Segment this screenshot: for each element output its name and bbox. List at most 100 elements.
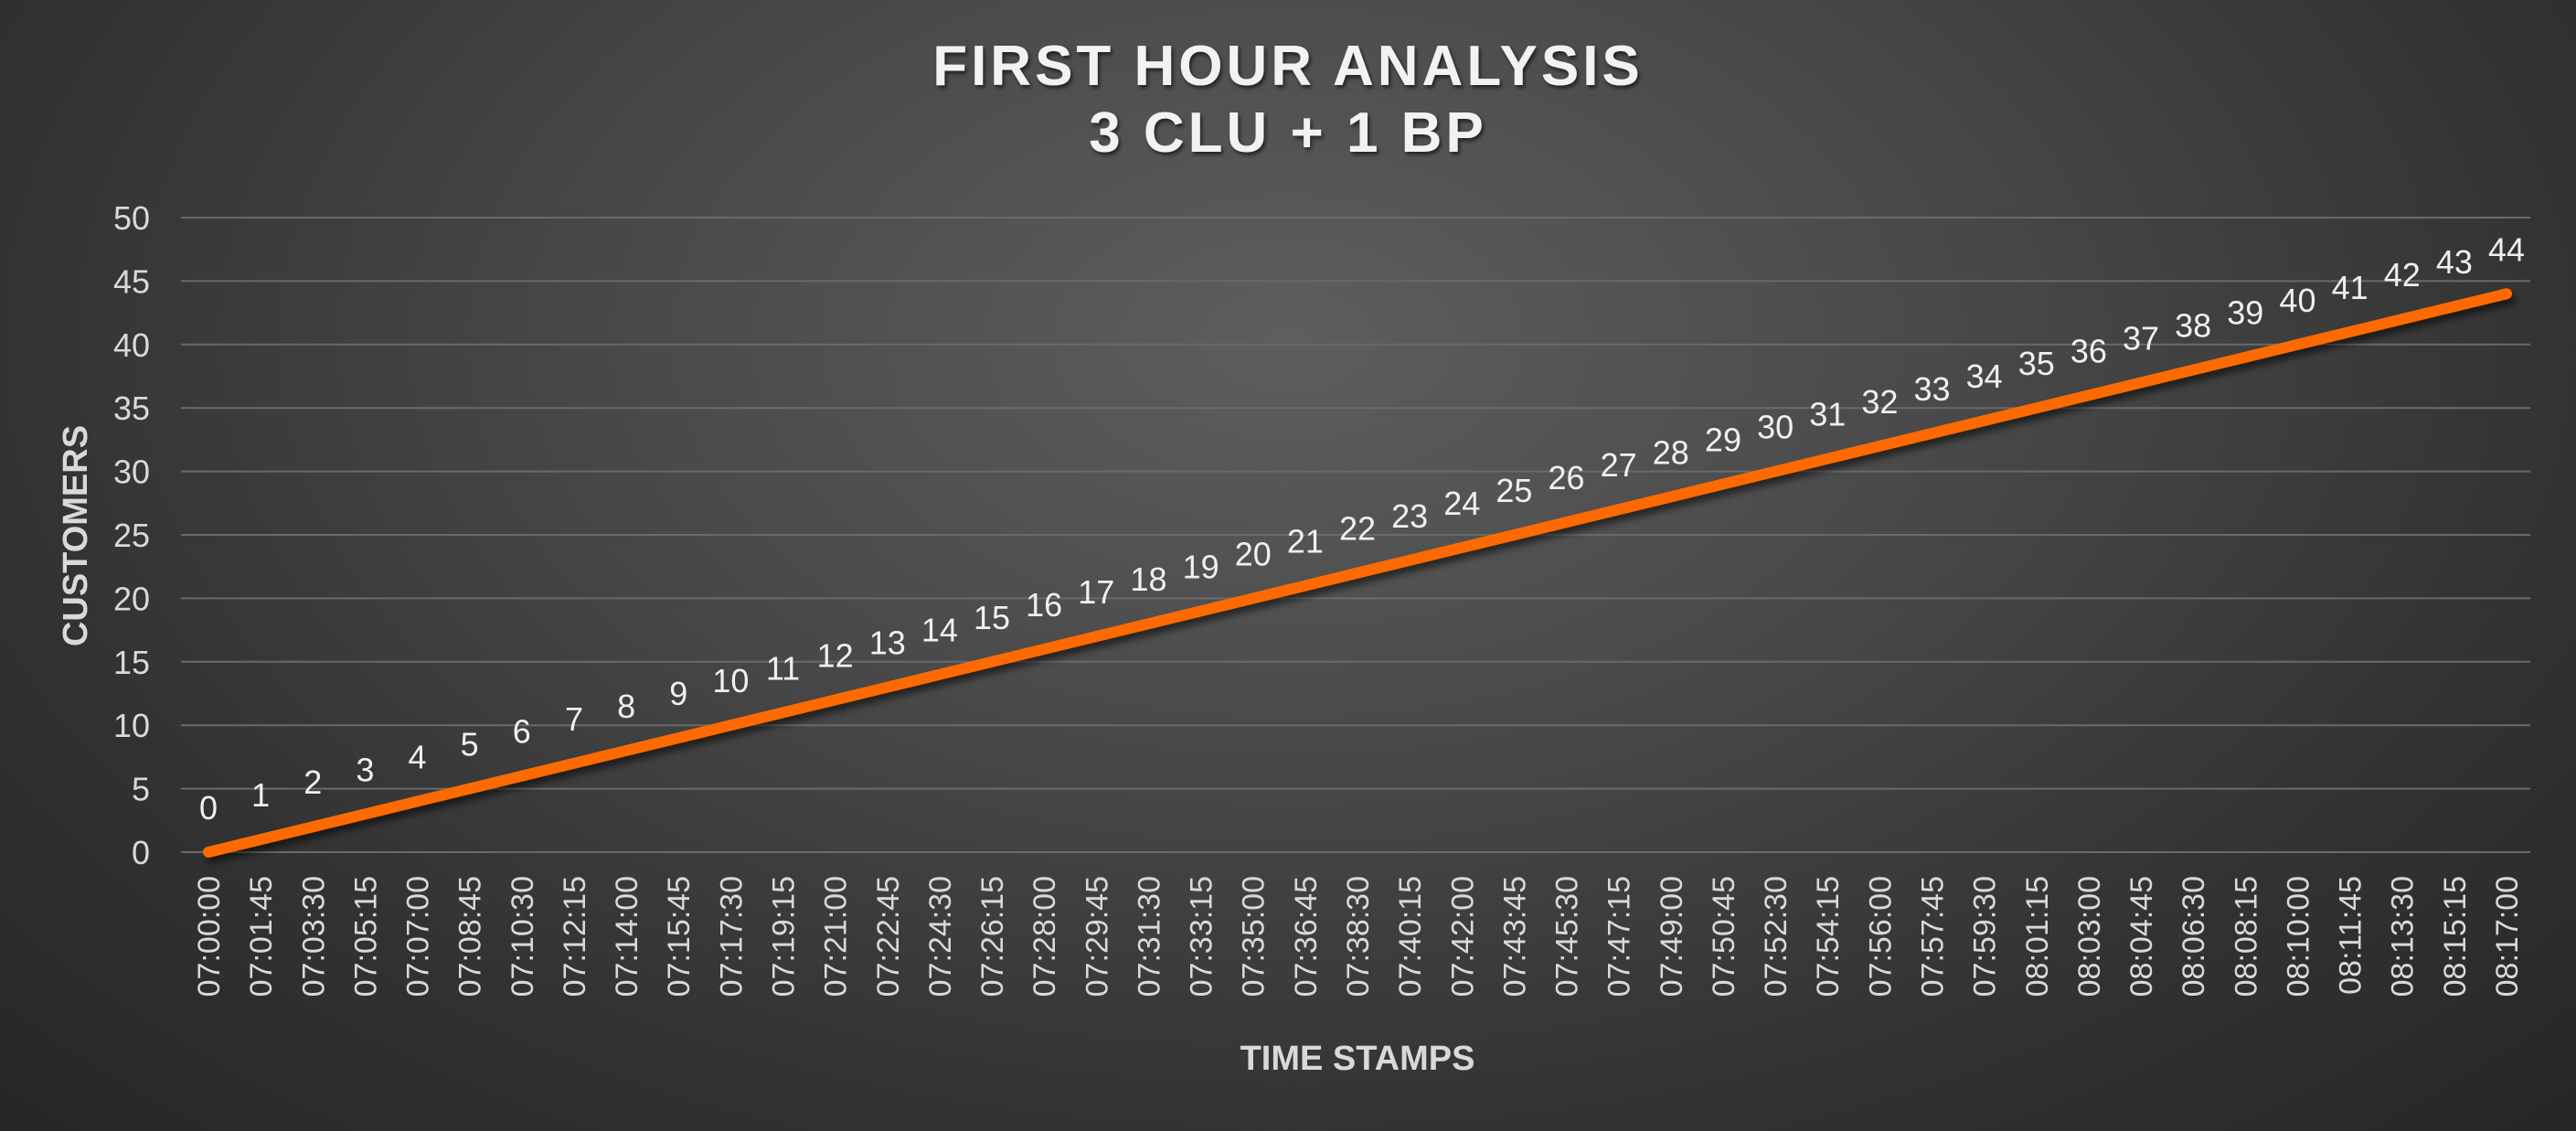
data-label: 19 <box>1183 548 1219 585</box>
data-label: 33 <box>1913 370 1950 408</box>
data-label: 37 <box>2123 319 2159 357</box>
y-tick-label: 50 <box>113 199 150 237</box>
x-tick-label: 07:12:15 <box>558 876 592 997</box>
data-label: 14 <box>921 612 958 649</box>
x-tick-label: 07:28:00 <box>1027 876 1062 997</box>
x-tick-label: 07:15:45 <box>662 876 697 997</box>
x-tick-label: 07:40:15 <box>1393 876 1428 997</box>
x-tick-label: 07:57:45 <box>1916 876 1951 997</box>
data-label: 9 <box>669 675 687 712</box>
y-tick-label: 40 <box>113 326 150 364</box>
x-tick-label: 08:08:15 <box>2229 876 2263 997</box>
x-tick-label: 07:36:45 <box>1289 876 1324 997</box>
x-tick-label: 07:29:45 <box>1080 876 1114 997</box>
x-tick-label: 08:15:15 <box>2438 876 2473 997</box>
data-label: 18 <box>1130 560 1166 598</box>
x-axis-title: TIME STAMPS <box>1240 1040 1475 1078</box>
data-label: 6 <box>513 713 531 751</box>
data-label: 4 <box>409 738 427 775</box>
x-tick-label: 07:26:15 <box>975 876 1010 997</box>
x-tick-label: 07:35:00 <box>1237 876 1272 997</box>
data-label: 42 <box>2384 256 2421 293</box>
data-labels: 0 1 2 3 4 5 6 7 8 9 10 11 12 13 14 15 16 17 18 19 20 21 22 23 24… <box>199 230 2525 827</box>
data-label: 40 <box>2279 282 2315 319</box>
x-axis-tick-labels: 07:00:00 07:01:45 07:03:30 07:05:15 07:07:00… <box>192 876 2525 997</box>
y-axis-tick-labels: 0 5 10 15 20 25 30 35 40 45 50 <box>113 199 150 871</box>
data-label: 41 <box>2332 269 2368 306</box>
data-label: 28 <box>1653 433 1689 471</box>
y-tick-label: 15 <box>113 644 150 681</box>
x-tick-label: 08:04:45 <box>2124 876 2159 997</box>
y-tick-label: 35 <box>113 389 150 427</box>
data-label: 23 <box>1391 497 1428 535</box>
data-label: 11 <box>766 649 800 687</box>
x-tick-label: 07:01:45 <box>244 876 279 997</box>
data-label: 38 <box>2175 307 2211 345</box>
x-tick-label: 07:08:45 <box>453 876 488 997</box>
data-label: 10 <box>712 662 749 699</box>
x-tick-label: 07:17:30 <box>714 876 749 997</box>
data-label: 26 <box>1549 459 1585 496</box>
x-tick-label: 07:07:00 <box>401 876 436 997</box>
data-label: 29 <box>1705 421 1741 458</box>
data-label: 36 <box>2070 332 2107 369</box>
data-label: 3 <box>356 751 374 788</box>
x-tick-label: 08:17:00 <box>2490 876 2525 997</box>
y-tick-label: 30 <box>113 453 150 491</box>
x-tick-label: 07:42:00 <box>1445 876 1480 997</box>
data-label: 32 <box>1861 383 1898 421</box>
data-label: 30 <box>1757 409 1794 446</box>
x-tick-label: 07:03:30 <box>296 876 331 997</box>
x-tick-label: 07:38:30 <box>1341 876 1376 997</box>
data-label: 13 <box>869 624 906 662</box>
y-tick-label: 20 <box>113 580 150 617</box>
data-label: 20 <box>1235 535 1272 572</box>
data-label: 21 <box>1287 523 1324 560</box>
data-label: 17 <box>1078 573 1114 611</box>
data-label: 39 <box>2227 294 2263 332</box>
x-tick-label: 07:50:45 <box>1707 876 1741 997</box>
x-tick-label: 07:33:15 <box>1185 876 1219 997</box>
data-label: 1 <box>251 776 270 814</box>
y-tick-label: 5 <box>132 771 150 808</box>
x-tick-label: 08:10:00 <box>2281 876 2315 997</box>
y-tick-label: 45 <box>113 262 150 300</box>
x-tick-label: 07:43:45 <box>1497 876 1532 997</box>
x-tick-label: 08:03:00 <box>2072 876 2107 997</box>
data-label: 43 <box>2436 243 2473 281</box>
data-label: 22 <box>1339 510 1376 548</box>
data-label: 16 <box>1026 586 1062 624</box>
gridlines <box>181 217 2530 853</box>
data-label: 7 <box>565 700 583 738</box>
series-line <box>203 288 2512 858</box>
x-tick-label: 07:19:15 <box>767 876 802 997</box>
x-tick-label: 08:13:30 <box>2386 876 2421 997</box>
series-customers <box>203 288 2512 858</box>
x-tick-label: 07:22:45 <box>871 876 906 997</box>
data-label: 12 <box>817 636 854 674</box>
data-label: 27 <box>1601 446 1637 484</box>
x-tick-label: 07:24:30 <box>923 876 958 997</box>
data-label: 15 <box>974 599 1010 636</box>
x-tick-label: 07:31:30 <box>1132 876 1166 997</box>
data-label: 24 <box>1443 485 1480 522</box>
y-tick-label: 0 <box>132 834 150 871</box>
data-label: 5 <box>461 726 479 763</box>
y-tick-label: 10 <box>113 707 150 744</box>
data-label: 31 <box>1809 396 1846 433</box>
data-label: 8 <box>617 688 635 725</box>
data-label: 35 <box>2018 345 2055 382</box>
data-label: 34 <box>1966 357 2003 395</box>
x-tick-label: 08:11:45 <box>2334 876 2368 995</box>
x-tick-label: 08:06:30 <box>2177 876 2211 997</box>
x-tick-label: 07:52:30 <box>1759 876 1794 997</box>
chart-title: FIRST HOUR ANALYSIS <box>932 35 1644 98</box>
x-tick-label: 07:05:15 <box>348 876 383 997</box>
data-label: 2 <box>303 763 322 801</box>
data-label: 44 <box>2488 230 2525 268</box>
y-axis-title: CUSTOMERS <box>57 425 95 646</box>
data-label: 0 <box>199 789 218 827</box>
chart-title-group: FIRST HOUR ANALYSIS 3 CLU + 1 BP <box>932 35 1644 165</box>
